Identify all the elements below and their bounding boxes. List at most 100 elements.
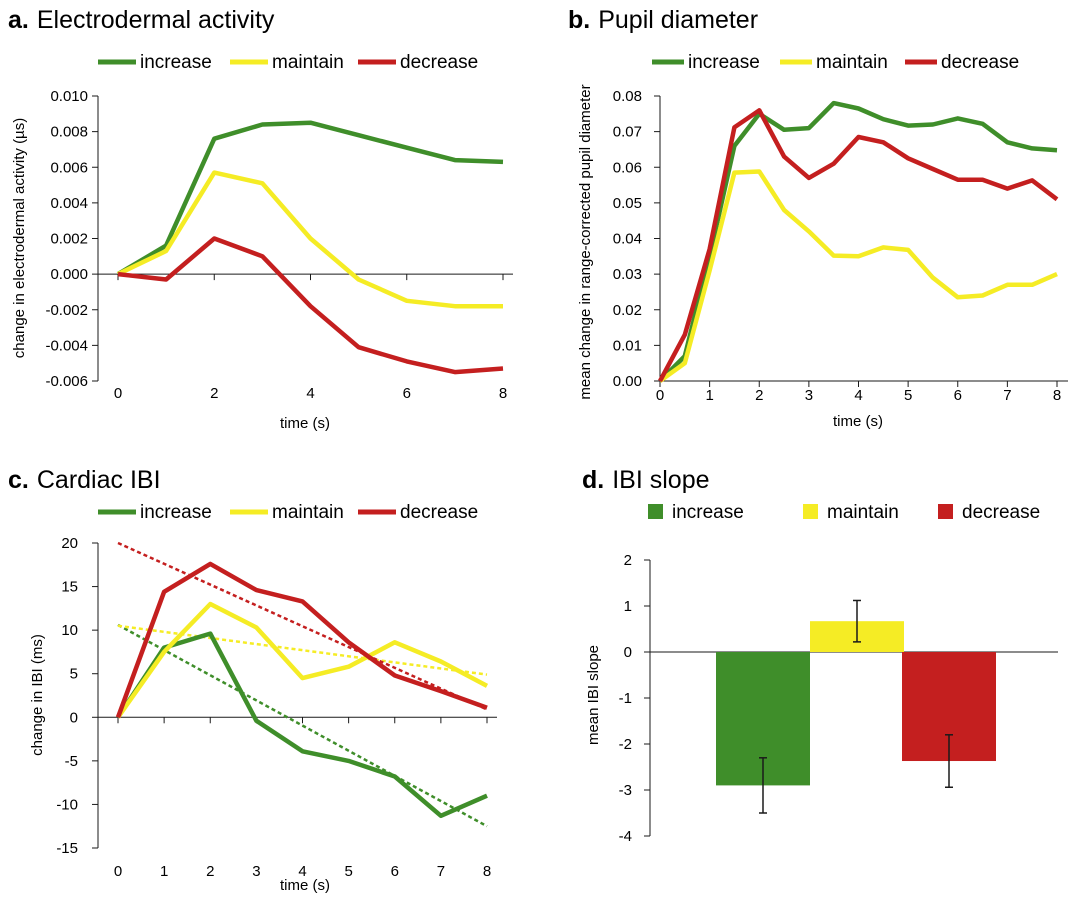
trend-line-increase <box>117 623 488 828</box>
panel-title: d. IBI slope <box>582 466 710 494</box>
series-line-maintain <box>658 169 1058 383</box>
series-line-maintain <box>117 170 503 309</box>
y-tick-label: 0.00 <box>613 373 642 390</box>
y-tick-label: 0.04 <box>613 231 642 248</box>
legend-label-increase: increase <box>140 52 212 73</box>
x-tick-label: 2 <box>206 863 214 880</box>
legend-swatch-decrease <box>938 504 953 519</box>
x-tick-label: 7 <box>1003 387 1011 404</box>
y-tick-label: 0.02 <box>613 302 642 319</box>
panel-letter: b. <box>568 6 590 34</box>
y-tick-label: 0 <box>70 709 78 726</box>
y-tick-label: 0.07 <box>613 124 642 141</box>
x-axis-label: time (s) <box>280 415 330 432</box>
series-line-maintain <box>116 601 489 719</box>
x-tick-label: 3 <box>805 387 813 404</box>
legend-label-decrease: decrease <box>400 502 478 523</box>
y-tick-label: -5 <box>65 753 78 770</box>
panel-title: b. Pupil diameter <box>568 6 758 34</box>
y-tick-label: -0.002 <box>45 302 88 319</box>
y-tick-label: -1 <box>619 690 632 707</box>
y-tick-label: 0.06 <box>613 159 642 176</box>
x-tick-label: 8 <box>1053 387 1061 404</box>
y-tick-label: 0.05 <box>613 195 642 212</box>
trend-line-decrease <box>117 541 488 711</box>
y-tick-label: 0.03 <box>613 266 642 283</box>
x-tick-label: 5 <box>344 863 352 880</box>
y-tick-label: -3 <box>619 782 632 799</box>
x-tick-label: 5 <box>904 387 912 404</box>
x-tick-label: 2 <box>755 387 763 404</box>
y-tick-label: 0 <box>624 644 632 661</box>
y-axis-label: change in IBI (ms) <box>29 634 46 756</box>
x-tick-label: 1 <box>160 863 168 880</box>
series-line-decrease <box>658 108 1059 383</box>
x-tick-label: 3 <box>252 863 260 880</box>
panel-letter: a. <box>8 6 29 34</box>
y-tick-label: 0.000 <box>50 266 88 283</box>
y-tick-label: -4 <box>619 828 632 845</box>
panel-d: d. IBI slope increase maintain decrease -4 -3 -… <box>582 466 1058 845</box>
x-tick-label: 7 <box>437 863 445 880</box>
y-tick-label: 0.002 <box>50 231 88 248</box>
legend-label-maintain: maintain <box>272 502 344 523</box>
panel-title-text: Electrodermal activity <box>37 6 275 34</box>
series-line-decrease <box>117 236 504 375</box>
panel-title-text: Pupil diameter <box>598 6 758 34</box>
panel-title: c. Cardiac IBI <box>8 466 161 494</box>
x-tick-label: 0 <box>656 387 664 404</box>
legend-label-decrease: decrease <box>941 52 1019 73</box>
x-axis-label: time (s) <box>833 413 883 430</box>
panel-c: c. Cardiac IBI increase maintain decrease -15… <box>8 466 497 894</box>
y-tick-label: 0.08 <box>613 88 642 105</box>
y-tick-label: -0.006 <box>45 373 88 390</box>
y-tick-label: 1 <box>624 598 632 615</box>
y-tick-label: 0.004 <box>50 195 88 212</box>
panel-title-text: Cardiac IBI <box>37 466 161 494</box>
y-tick-label: 0.008 <box>50 124 88 141</box>
x-tick-label: 6 <box>403 385 411 402</box>
x-tick-label: 4 <box>306 385 314 402</box>
legend-label-increase: increase <box>688 52 760 73</box>
y-tick-label: -10 <box>56 796 78 813</box>
x-tick-label: 4 <box>854 387 862 404</box>
panel-title: a. Electrodermal activity <box>8 6 275 34</box>
x-tick-label: 2 <box>210 385 218 402</box>
panel-letter: d. <box>582 466 604 494</box>
y-tick-label: 10 <box>61 622 78 639</box>
x-axis-label: time (s) <box>280 877 330 894</box>
y-tick-label: 20 <box>61 535 78 552</box>
y-tick-label: 5 <box>70 666 78 683</box>
y-tick-label: -15 <box>56 840 78 857</box>
x-tick-label: 0 <box>114 385 122 402</box>
legend-label-maintain: maintain <box>816 52 888 73</box>
legend-label-decrease: decrease <box>400 52 478 73</box>
y-tick-label: 0.006 <box>50 159 88 176</box>
series-line-increase <box>116 631 488 819</box>
series-line-increase <box>116 120 504 277</box>
y-tick-label: 0.01 <box>613 337 642 354</box>
trend-line-maintain <box>117 624 488 676</box>
y-axis-label: mean IBI slope <box>585 645 602 745</box>
legend-swatch-increase <box>648 504 663 519</box>
legend-label-increase: increase <box>140 502 212 523</box>
y-tick-label: 2 <box>624 552 632 569</box>
panel-b: b. Pupil diameter increase maintain decrease… <box>568 6 1068 430</box>
y-tick-label: -2 <box>619 736 632 753</box>
x-tick-label: 4 <box>298 863 306 880</box>
panel-title-text: IBI slope <box>612 466 709 494</box>
y-tick-label: 15 <box>61 579 78 596</box>
legend-label-decrease: decrease <box>962 502 1040 523</box>
x-tick-label: 6 <box>954 387 962 404</box>
legend-label-increase: increase <box>672 502 744 523</box>
x-tick-label: 8 <box>483 863 491 880</box>
y-axis-label: change in electrodermal activity (µs) <box>11 118 28 358</box>
legend-label-maintain: maintain <box>827 502 899 523</box>
x-tick-label: 0 <box>114 863 122 880</box>
panel-letter: c. <box>8 466 29 494</box>
y-tick-label: -0.004 <box>45 337 88 354</box>
panel-a: a. Electrodermal activity increase maintain… <box>8 6 513 432</box>
x-tick-label: 8 <box>499 385 507 402</box>
x-tick-label: 1 <box>705 387 713 404</box>
